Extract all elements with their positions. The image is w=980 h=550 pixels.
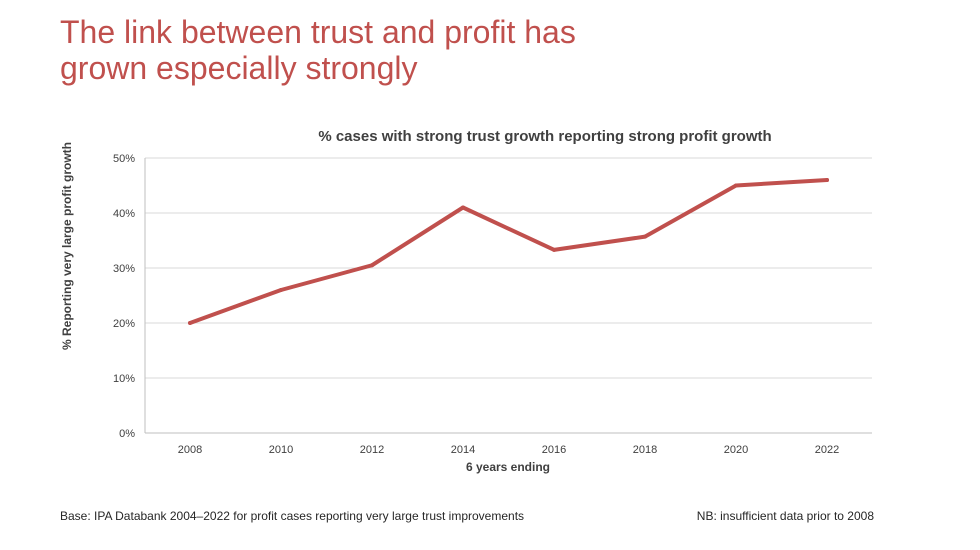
y-axis-label: % Reporting very large profit growth (60, 142, 74, 350)
series-line (188, 178, 829, 325)
x-tick-label: 2014 (451, 444, 475, 456)
data-point (552, 247, 556, 252)
x-tick-label: 2012 (360, 444, 384, 456)
headline-line-1: The link between trust and profit has (60, 14, 576, 50)
x-tick-label: 2020 (724, 444, 748, 456)
x-tick-label: 2018 (633, 444, 657, 456)
base-footnote: Base: IPA Databank 2004–2022 for profit … (60, 509, 525, 523)
y-tick-labels: 0% 10% 20% 30% 40% 50% (113, 153, 135, 440)
gridlines (145, 157, 872, 434)
x-tick-label: 2016 (542, 444, 566, 456)
headline-line-2: grown especially strongly (60, 50, 418, 86)
x-tick-label: 2010 (269, 444, 293, 456)
data-point (279, 288, 283, 292)
x-tick-label: 2008 (178, 444, 202, 456)
x-tick-labels: 2008 2010 2012 2014 2016 2018 2020 2022 (178, 444, 839, 456)
y-tick-label: 40% (113, 208, 135, 220)
y-tick-label: 30% (113, 263, 135, 275)
y-tick-label: 10% (113, 373, 135, 385)
data-point (734, 183, 738, 188)
y-tick-label: 20% (113, 318, 135, 330)
data-point (370, 263, 374, 268)
line-chart: % cases with strong trust growth reporti… (60, 128, 872, 474)
y-tick-label: 50% (113, 153, 135, 165)
data-point (643, 234, 647, 239)
x-tick-label: 2022 (815, 444, 839, 456)
series-group (188, 178, 829, 325)
page-headline: The link between trust and profit has gr… (60, 14, 760, 86)
x-axis-label: 6 years ending (466, 460, 550, 474)
data-point (188, 321, 192, 325)
data-point (825, 178, 829, 182)
data-point (461, 205, 465, 210)
chart-title: % cases with strong trust growth reporti… (318, 128, 771, 145)
nb-footnote: NB: insufficient data prior to 2008 (696, 509, 874, 523)
y-tick-label: 0% (119, 428, 135, 440)
